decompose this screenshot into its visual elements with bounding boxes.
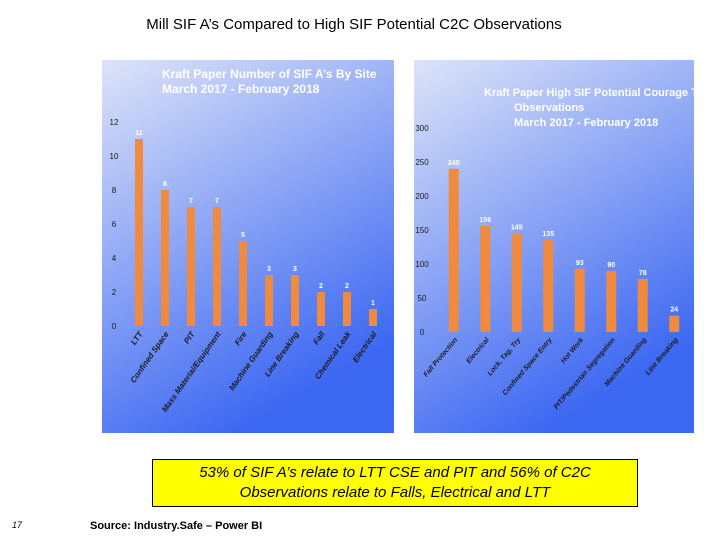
y-tick-label: 300 (415, 124, 429, 133)
bar (135, 139, 143, 326)
y-tick-label: 200 (415, 192, 429, 201)
sif-by-site-chart: Kraft Paper Number of SIF A’s By Site Mar… (102, 60, 394, 433)
bar (343, 292, 351, 326)
bar-value-label: 93 (576, 260, 584, 267)
bar-value-label: 2 (319, 283, 323, 290)
bar (669, 315, 680, 332)
chart-title: Kraft Paper Number of SIF A’s By Site Mar… (162, 67, 377, 96)
bar-value-label: 1 (371, 300, 375, 307)
bar-value-label: 78 (639, 270, 647, 277)
bar (187, 207, 195, 326)
y-tick-label: 6 (112, 220, 117, 229)
chart-background (102, 60, 394, 433)
bar-value-label: 90 (607, 262, 615, 269)
y-tick-label: 2 (112, 288, 117, 297)
bar (511, 233, 522, 332)
bar (543, 240, 554, 332)
bar (480, 225, 491, 332)
bar (161, 190, 169, 326)
bar-value-label: 145 (511, 224, 523, 231)
bar-value-label: 135 (542, 231, 554, 238)
source-note: Source: Industry.Safe – Power BI (90, 520, 263, 532)
c2c-observations-chart-svg: Kraft Paper High SIF Potential Courage T… (414, 60, 694, 433)
bar-value-label: 11 (135, 130, 143, 137)
bar-value-label: 3 (267, 266, 271, 273)
y-tick-label: 250 (415, 158, 429, 167)
bar-value-label: 7 (215, 198, 219, 205)
chart-title: Kraft Paper High SIF Potential Courage T… (484, 87, 694, 129)
bar (637, 278, 648, 332)
y-tick-label: 100 (415, 260, 429, 269)
y-tick-label: 12 (110, 118, 119, 127)
bar-value-label: 8 (163, 181, 167, 188)
y-tick-label: 0 (420, 328, 425, 337)
summary-callout: 53% of SIF A’s relate to LTT CSE and PIT… (152, 459, 638, 507)
bar-value-label: 3 (293, 266, 297, 273)
bar-value-label: 5 (241, 232, 245, 239)
y-tick-label: 150 (415, 226, 429, 235)
sif-by-site-chart-svg: Kraft Paper Number of SIF A’s By Site Mar… (102, 60, 394, 433)
bar-value-label: 240 (448, 160, 460, 167)
bar-value-label: 7 (189, 198, 193, 205)
bar-value-label: 156 (479, 217, 491, 224)
bar (369, 309, 377, 326)
y-tick-label: 4 (112, 254, 117, 263)
bar-value-label: 2 (345, 283, 349, 290)
bar-value-label: 24 (670, 307, 678, 314)
y-tick-label: 50 (418, 294, 427, 303)
y-tick-label: 8 (112, 186, 117, 195)
bar (574, 268, 585, 332)
bar (317, 292, 325, 326)
slide-title: Mill SIF A’s Compared to High SIF Potent… (146, 16, 562, 33)
bar (606, 270, 617, 332)
bar (239, 241, 247, 326)
bar (213, 207, 221, 326)
y-tick-label: 10 (110, 152, 119, 161)
bar (265, 275, 273, 326)
c2c-observations-chart: Kraft Paper High SIF Potential Courage T… (414, 60, 694, 433)
bar (291, 275, 299, 326)
chart-background (414, 60, 694, 433)
y-tick-label: 0 (112, 322, 117, 331)
page-number: 17 (12, 520, 23, 530)
bar (448, 168, 459, 332)
